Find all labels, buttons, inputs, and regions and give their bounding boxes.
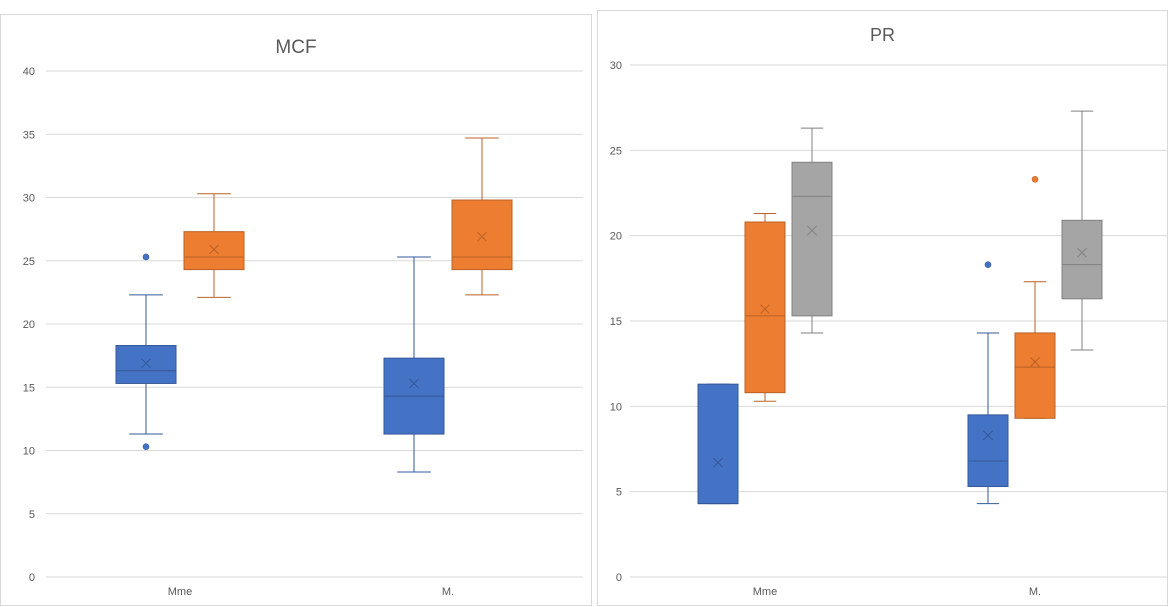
pr-box-0-1 — [967, 261, 1009, 505]
mcf-mean-marker — [209, 244, 219, 255]
pr-box-0-0 — [697, 383, 739, 505]
mcf-y-tick-label: 30 — [23, 193, 35, 205]
pr-outlier-point — [984, 261, 992, 268]
mcf-y-tick-label: 10 — [23, 446, 35, 458]
pr-mean-marker — [1077, 247, 1087, 258]
mcf-outlier-point — [142, 443, 150, 451]
mcf-box-body — [183, 231, 245, 271]
mcf-y-tick-label: 20 — [23, 319, 35, 331]
pr-box-body — [1014, 332, 1056, 419]
pr-outlier-point — [1031, 176, 1039, 183]
mcf-y-tick-label: 35 — [23, 129, 35, 141]
mcf-y-tick-label: 15 — [23, 382, 35, 394]
mcf-x-tick-label: Mme — [168, 586, 192, 598]
mcf-box-0-1 — [383, 256, 445, 473]
mcf-box-body — [451, 199, 513, 271]
mcf-box-body — [115, 345, 177, 384]
mcf-chart-panel: MCF 0 5 10 15 20 25 30 35 40 Mme M. — [0, 14, 592, 606]
pr-box-body — [967, 414, 1009, 488]
mcf-y-tick-label: 40 — [23, 66, 35, 78]
mcf-mean-marker — [477, 231, 487, 242]
pr-mean-marker — [983, 430, 993, 441]
pr-box-body — [697, 383, 739, 505]
pr-y-tick-label: 5 — [616, 487, 622, 499]
pr-box-1-1 — [1014, 176, 1056, 419]
mcf-box-1-0 — [183, 193, 245, 298]
pr-y-tick-label: 15 — [610, 316, 622, 328]
mcf-mean-marker — [141, 358, 151, 369]
mcf-y-tick-label: 5 — [29, 509, 35, 521]
pr-x-tick-label: Mme — [753, 586, 777, 598]
mcf-chart-plot: 0 5 10 15 20 25 30 35 40 Mme M. — [23, 66, 583, 598]
pr-y-tick-label: 10 — [610, 401, 622, 413]
mcf-box-1-1 — [451, 137, 513, 296]
pr-mean-marker — [1030, 357, 1040, 367]
pr-box-1-0 — [744, 212, 786, 402]
pr-y-tick-label: 20 — [610, 231, 622, 243]
mcf-chart-title: MCF — [275, 37, 317, 58]
pr-box-2-1 — [1061, 110, 1103, 351]
mcf-mean-marker — [409, 378, 419, 389]
pr-mean-marker — [807, 225, 817, 236]
pr-chart-title: PR — [869, 25, 895, 45]
mcf-box-0-0 — [115, 253, 177, 451]
pr-chart-panel: PR 0 5 10 15 20 25 30 Mme M. — [597, 10, 1168, 606]
mcf-x-tick-label: M. — [442, 586, 454, 598]
pr-box-2-0 — [791, 127, 833, 334]
pr-x-tick-label: M. — [1029, 586, 1041, 598]
pr-box-body — [791, 161, 833, 317]
pr-chart-plot: 0 5 10 15 20 25 30 Mme M. — [610, 60, 1168, 598]
mcf-y-tick-label: 0 — [29, 572, 35, 584]
pr-y-tick-label: 30 — [610, 60, 622, 72]
pr-mean-marker — [760, 304, 770, 314]
pr-mean-marker — [713, 457, 723, 468]
mcf-y-tick-label: 25 — [23, 256, 35, 268]
pr-y-tick-label: 25 — [610, 145, 622, 157]
mcf-outlier-point — [142, 253, 150, 261]
pr-box-body — [744, 221, 786, 394]
pr-box-body — [1061, 219, 1103, 300]
pr-y-tick-label: 0 — [616, 572, 622, 584]
